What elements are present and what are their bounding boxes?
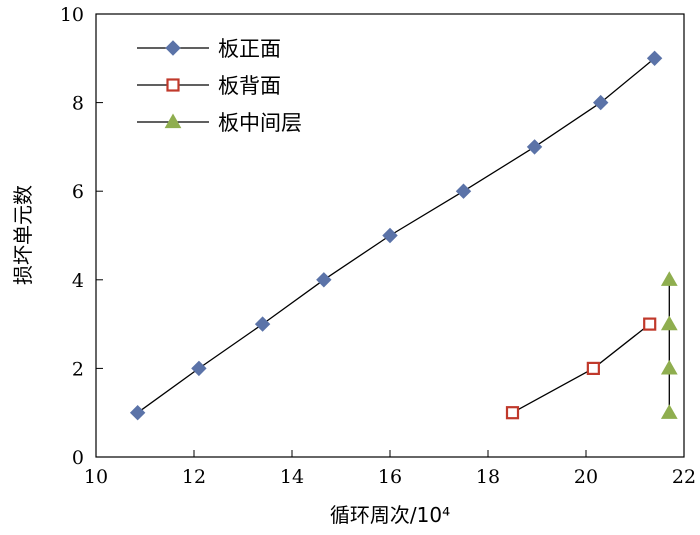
y-axis-title: 损坏单元数	[11, 185, 35, 285]
x-tick-label-5: 20	[574, 466, 598, 488]
series-0-point-0	[129, 404, 146, 421]
series-0-point-5	[455, 183, 472, 199]
series-2	[660, 271, 678, 419]
x-tick-label-0: 10	[84, 466, 108, 488]
series-0-point-3	[316, 272, 332, 288]
series-0-point-1	[191, 360, 207, 377]
series-line-1	[512, 323, 651, 414]
y-tick-label-4: 8	[72, 93, 84, 115]
legend-label-1: 板背面	[218, 74, 281, 98]
y-tick-label-3: 6	[72, 181, 84, 203]
x-tick-label-6: 22	[672, 466, 696, 488]
y-tick-label-2: 4	[72, 270, 84, 292]
series-2-point-2	[660, 315, 678, 331]
series-2-point-3	[660, 271, 678, 286]
series-0-point-2	[254, 316, 271, 332]
legend-item-0: 板正面	[137, 37, 281, 61]
legend-marker-0	[165, 40, 181, 56]
legend-marker-1	[166, 78, 180, 92]
legend-item-2: 板中间层	[137, 111, 302, 135]
legend-item-1: 板背面	[137, 74, 281, 98]
series-2-point-0	[660, 404, 678, 419]
legend-label-0: 板正面	[218, 37, 281, 61]
series-0-point-7	[592, 94, 609, 111]
x-tick-label-2: 14	[280, 466, 304, 488]
legend-label-2: 板中间层	[218, 111, 302, 135]
legend-marker-2	[164, 113, 182, 129]
series-0-point-4	[382, 227, 398, 244]
x-tick-label-4: 18	[476, 466, 500, 488]
series-1	[505, 317, 657, 420]
y-tick-label-1: 2	[72, 358, 84, 380]
series-layer	[129, 50, 678, 421]
x-tick-label-3: 16	[378, 466, 402, 488]
series-1-point-0	[505, 406, 520, 420]
y-tick-label-0: 0	[72, 447, 84, 469]
ticks-layer: 10 12 14 16 18 20 22 0 2 4 6 8 10	[60, 4, 696, 488]
series-0	[129, 50, 663, 421]
series-1-point-2	[643, 317, 657, 331]
series-2-point-1	[660, 359, 678, 375]
series-1-point-1	[586, 361, 600, 375]
x-axis-title: 循环周次/10⁴	[330, 503, 450, 527]
series-0-point-6	[526, 139, 543, 155]
y-tick-label-5: 10	[60, 4, 84, 26]
x-tick-label-1: 12	[182, 466, 206, 488]
series-0-point-8	[646, 50, 663, 67]
